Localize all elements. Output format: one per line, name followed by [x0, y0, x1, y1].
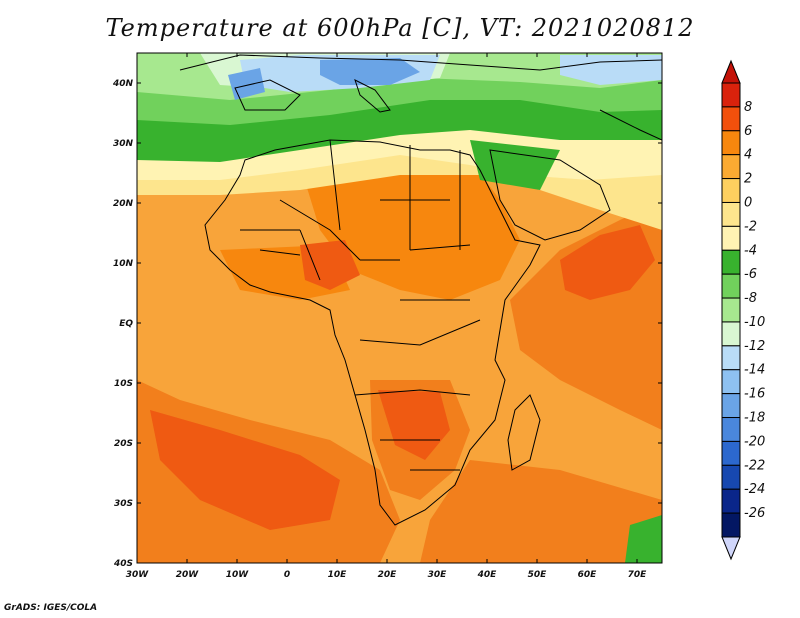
colorbar: 8 6 4 2 0 -2 -4 -6 -8 -10 -12 -14 -16 -18 -20 -22 -24 -26 [721, 59, 765, 561]
colorbar-label: -6 [744, 267, 757, 282]
colorbar-segment [721, 82, 741, 108]
colorbar-label: 2 [744, 172, 752, 187]
lat-tick-label: 40N [112, 79, 134, 89]
madagascar [507, 394, 541, 471]
latitude-labels: 40N 30N 20N 10N EQ 10S 20S 30S 40S [112, 79, 134, 569]
map-title: Temperature at 600hPa [C], VT: 202102081… [105, 14, 695, 42]
colorbar-label: -18 [744, 411, 765, 426]
border-west-africa [240, 229, 321, 281]
lon-tick-label: 20W [176, 570, 200, 580]
arabia [489, 149, 611, 241]
lon-tick-label: 0 [284, 570, 290, 580]
lat-tick-label: 30N [113, 139, 134, 149]
lon-tick-label: 30W [126, 570, 150, 580]
plot-frame [136, 52, 663, 564]
lat-tick-label: 30S [114, 499, 133, 509]
colorbar-segment [721, 369, 741, 395]
light-green-upper-atlantic [137, 53, 200, 85]
temperature-field [137, 53, 662, 563]
colorbar-segment [721, 225, 741, 251]
lon-tick-label: 20E [378, 570, 398, 580]
border-sahara [279, 139, 481, 471]
lat-tick-label: 20S [114, 439, 133, 449]
colorbar-label: -4 [744, 243, 757, 258]
south-indian-ocean [420, 460, 662, 563]
colorbar-segment [721, 106, 741, 132]
lon-tick-label: 10W [226, 570, 250, 580]
colorbar-label: -14 [744, 363, 765, 378]
lon-tick-label: 30E [428, 570, 448, 580]
colorbar-segment [721, 440, 741, 466]
colorbar-segment [721, 393, 741, 419]
green-northeast [470, 140, 560, 190]
colorbar-label: -12 [744, 339, 765, 354]
lat-tick-label: 10S [114, 379, 133, 389]
asia-coast [599, 109, 662, 141]
light-green-band [137, 72, 662, 125]
blue-northeast [560, 55, 662, 85]
colorbar-label: -26 [744, 506, 765, 521]
lon-tick-label: 50E [528, 570, 548, 580]
south-atlantic-hot [150, 410, 340, 530]
africa-coastline [204, 139, 541, 526]
longitude-labels: 30W 20W 10W 0 10E 20E 30E 40E 50E 60E 70E [126, 570, 647, 580]
tick-marks [136, 53, 662, 564]
colorbar-label: -10 [744, 315, 765, 330]
italy [354, 79, 391, 113]
lon-tick-label: 70E [628, 570, 648, 580]
colorbar-label: -16 [744, 387, 765, 402]
colorbar-label: -20 [744, 434, 765, 449]
colorbar-segment [721, 512, 741, 538]
colorbar-label: 8 [744, 100, 752, 115]
colorbar-label: -22 [744, 458, 765, 473]
colorbar-under-triangle [721, 536, 741, 561]
lat-tick-label: 10N [113, 259, 134, 269]
coastlines-and-borders [179, 54, 662, 526]
iberia [234, 79, 301, 111]
colorbar-segment [721, 130, 741, 156]
europe [179, 54, 662, 71]
green-band [137, 95, 662, 162]
blue-cold-core [320, 58, 420, 85]
colorbar-segment [721, 321, 741, 347]
west-africa-hot [300, 240, 360, 290]
lat-tick-label: 40S [113, 559, 133, 569]
colorbar-label: 0 [744, 195, 752, 210]
colorbar-segment [721, 464, 741, 490]
colorbar-segment [721, 249, 741, 275]
colorbar-segment [721, 345, 741, 371]
lon-tick-label: 60E [578, 570, 598, 580]
indian-ocean-hot [560, 225, 655, 300]
colorbar-label: 6 [744, 124, 752, 139]
colorbar-segment [721, 297, 741, 323]
lat-tick-label: EQ [119, 319, 133, 329]
southern-africa-hot [378, 390, 450, 460]
colorbar-label: -24 [744, 482, 765, 497]
colorbar-label: 4 [744, 148, 752, 163]
colorbar-label: -8 [744, 291, 757, 306]
colorbar-segment [721, 273, 741, 299]
southeast-green [625, 515, 662, 563]
colorbar-over-triangle [721, 59, 741, 84]
colorbar-segment [721, 201, 741, 227]
colorbar-segment [721, 417, 741, 442]
lon-tick-label: 40E [477, 570, 498, 580]
lat-tick-label: 20N [113, 199, 134, 209]
grads-credit: GrADS: IGES/COLA [4, 603, 98, 613]
colorbar-segment [721, 154, 741, 180]
lon-tick-label: 10E [328, 570, 348, 580]
colorbar-segment [721, 488, 741, 514]
colorbar-segment [721, 178, 741, 203]
colorbar-label: -2 [744, 219, 757, 234]
